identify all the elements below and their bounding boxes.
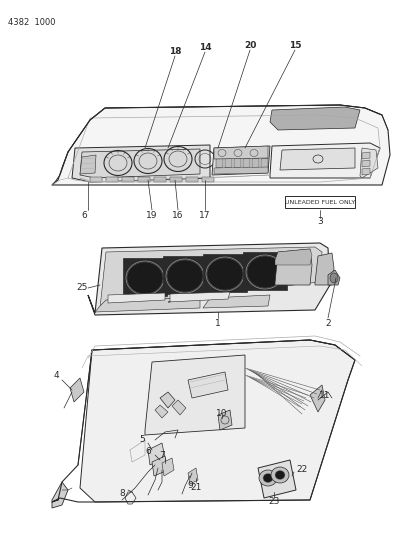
Polygon shape xyxy=(234,158,241,168)
Polygon shape xyxy=(275,249,312,285)
Polygon shape xyxy=(270,143,380,178)
Polygon shape xyxy=(123,258,167,296)
Polygon shape xyxy=(154,177,166,182)
Polygon shape xyxy=(218,410,232,430)
Polygon shape xyxy=(106,177,118,182)
Polygon shape xyxy=(225,158,232,168)
Text: 17: 17 xyxy=(199,211,211,220)
Polygon shape xyxy=(212,146,270,175)
Polygon shape xyxy=(148,443,165,465)
Polygon shape xyxy=(162,458,174,476)
Polygon shape xyxy=(70,378,84,402)
Polygon shape xyxy=(186,177,198,182)
Text: 23: 23 xyxy=(268,497,280,506)
Text: 10: 10 xyxy=(216,408,228,417)
Text: 15: 15 xyxy=(289,42,301,51)
Text: 2: 2 xyxy=(325,319,331,327)
Polygon shape xyxy=(214,146,268,159)
Text: 18: 18 xyxy=(169,47,181,56)
Polygon shape xyxy=(152,456,168,476)
Text: 9: 9 xyxy=(187,481,193,489)
Polygon shape xyxy=(168,292,230,302)
Ellipse shape xyxy=(271,467,289,483)
Polygon shape xyxy=(188,468,198,484)
Polygon shape xyxy=(203,295,270,308)
Polygon shape xyxy=(362,152,370,159)
Text: UNLEADED FUEL ONLY: UNLEADED FUEL ONLY xyxy=(285,199,355,205)
Polygon shape xyxy=(203,254,247,292)
Text: 6: 6 xyxy=(145,448,151,456)
Text: 7: 7 xyxy=(159,450,165,459)
Polygon shape xyxy=(285,196,355,208)
Polygon shape xyxy=(100,247,322,308)
Polygon shape xyxy=(202,177,214,182)
Text: 14: 14 xyxy=(199,44,211,52)
Polygon shape xyxy=(122,177,134,182)
Text: 25: 25 xyxy=(76,284,88,293)
Polygon shape xyxy=(360,148,378,178)
Polygon shape xyxy=(258,460,296,498)
Polygon shape xyxy=(170,177,182,182)
Polygon shape xyxy=(270,107,360,130)
Polygon shape xyxy=(95,298,200,312)
Ellipse shape xyxy=(163,257,207,295)
Ellipse shape xyxy=(243,253,287,291)
Polygon shape xyxy=(80,340,355,502)
Ellipse shape xyxy=(207,258,243,290)
Ellipse shape xyxy=(247,256,283,288)
Polygon shape xyxy=(88,243,330,315)
Polygon shape xyxy=(261,158,268,168)
Text: 5: 5 xyxy=(139,435,145,445)
Polygon shape xyxy=(216,158,223,168)
Text: 6: 6 xyxy=(81,211,87,220)
Text: 3: 3 xyxy=(317,217,323,227)
Polygon shape xyxy=(243,252,287,290)
Ellipse shape xyxy=(330,273,338,283)
Polygon shape xyxy=(80,155,96,174)
Polygon shape xyxy=(362,168,370,175)
Polygon shape xyxy=(243,158,250,168)
Polygon shape xyxy=(52,482,68,508)
Polygon shape xyxy=(328,270,340,285)
Polygon shape xyxy=(275,249,312,265)
Text: 19: 19 xyxy=(146,211,158,220)
Polygon shape xyxy=(163,256,207,294)
Polygon shape xyxy=(362,160,370,167)
Ellipse shape xyxy=(123,259,167,297)
Text: 20: 20 xyxy=(244,42,256,51)
Polygon shape xyxy=(155,405,168,418)
Polygon shape xyxy=(90,177,102,182)
Text: 22: 22 xyxy=(296,465,308,474)
Text: 16: 16 xyxy=(172,211,184,220)
Polygon shape xyxy=(108,293,165,303)
Ellipse shape xyxy=(167,260,203,292)
Text: 4: 4 xyxy=(53,372,59,381)
Polygon shape xyxy=(52,105,390,185)
Polygon shape xyxy=(172,400,186,415)
Ellipse shape xyxy=(275,471,285,480)
Polygon shape xyxy=(280,148,355,170)
Polygon shape xyxy=(310,385,325,412)
Text: 1: 1 xyxy=(215,319,221,327)
Polygon shape xyxy=(315,253,334,285)
Polygon shape xyxy=(160,392,175,408)
Text: 8: 8 xyxy=(119,489,125,498)
Polygon shape xyxy=(214,167,268,174)
Text: 4382  1000: 4382 1000 xyxy=(8,18,55,27)
Text: 21: 21 xyxy=(190,483,202,492)
Polygon shape xyxy=(188,372,228,398)
Text: 11: 11 xyxy=(319,391,331,400)
Ellipse shape xyxy=(259,470,277,486)
Polygon shape xyxy=(72,145,210,182)
Polygon shape xyxy=(145,355,245,435)
Polygon shape xyxy=(80,149,200,178)
Polygon shape xyxy=(252,158,259,168)
Ellipse shape xyxy=(203,255,247,293)
Polygon shape xyxy=(138,177,150,182)
Ellipse shape xyxy=(127,262,163,294)
Ellipse shape xyxy=(263,473,273,482)
